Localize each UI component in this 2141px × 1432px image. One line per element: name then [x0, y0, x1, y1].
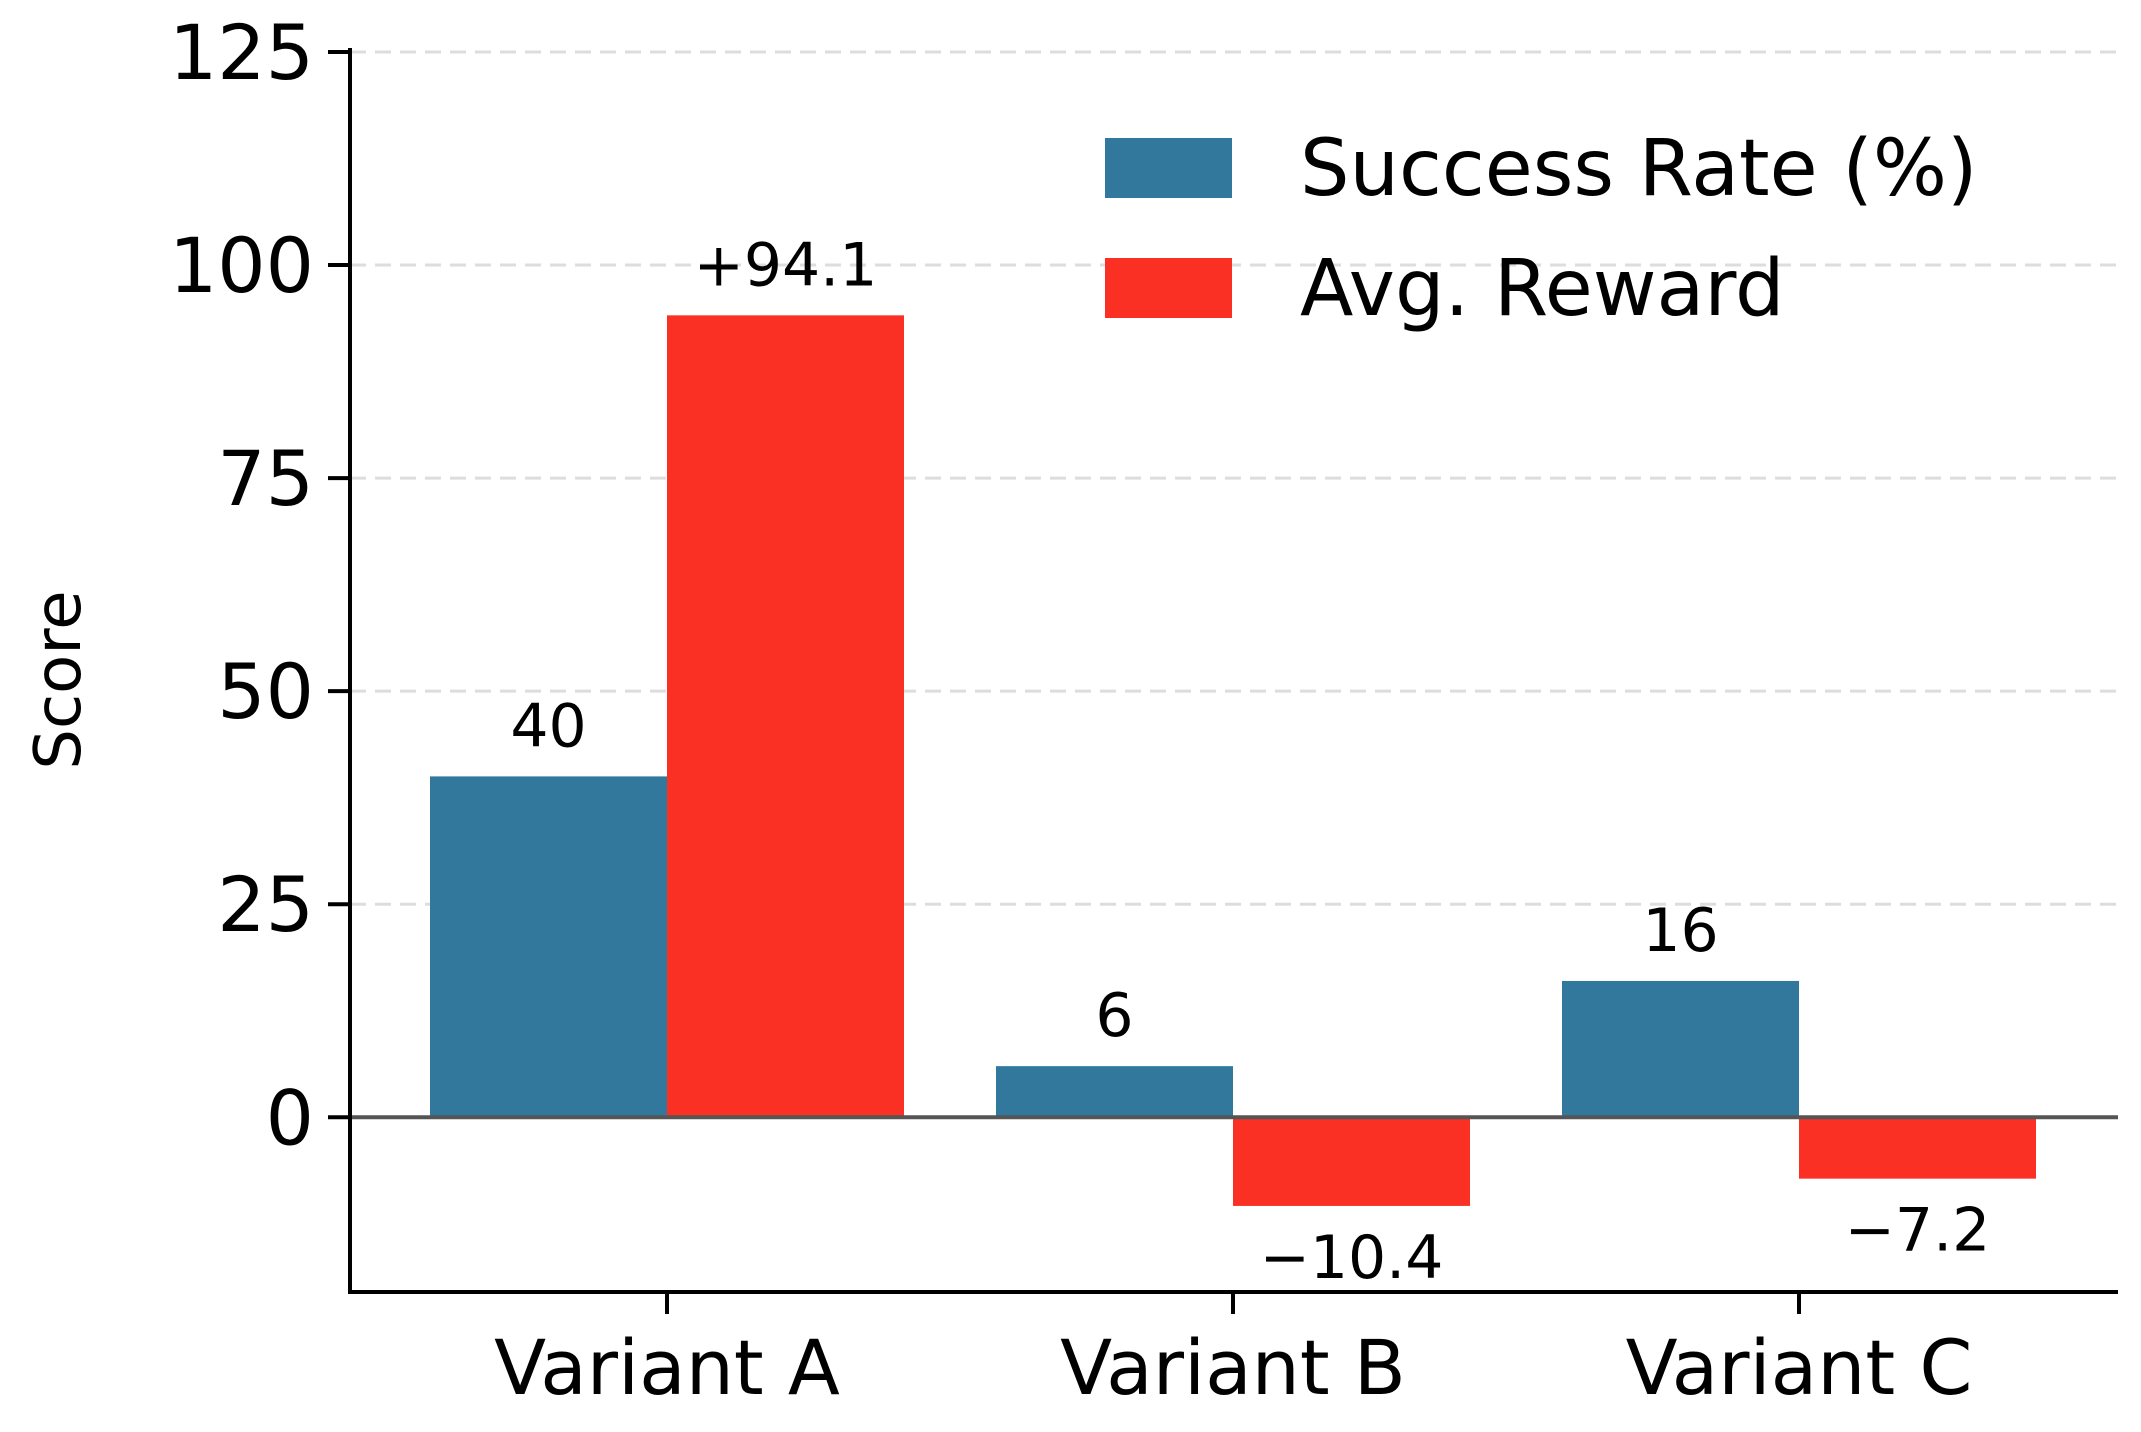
legend-swatch	[1105, 258, 1232, 318]
y-tick-label: 50	[217, 647, 314, 736]
y-tick-label: 25	[217, 860, 314, 949]
data-label: −7.2	[1845, 1196, 1991, 1266]
x-tick-label: Variant C	[1626, 1323, 1973, 1412]
axes: 0 25 50 75 100 125 Variant A Variant B Variant C	[169, 8, 2118, 1412]
bar	[1799, 1117, 2036, 1179]
data-label: −10.4	[1260, 1223, 1444, 1293]
data-labels: 40 6 16 +94.1 −10.4 −7.2	[510, 230, 1990, 1293]
data-label: 16	[1642, 896, 1718, 966]
bar	[1233, 1117, 1470, 1206]
x-tick-label: Variant A	[494, 1323, 840, 1412]
legend: Success Rate (%) Avg. Reward	[1105, 124, 1977, 334]
bars	[430, 315, 2036, 1206]
data-label: 40	[510, 691, 586, 761]
y-tick-label: 0	[266, 1073, 314, 1162]
y-tick-label: 75	[217, 434, 314, 523]
data-label: 6	[1095, 981, 1133, 1051]
data-label: +94.1	[694, 230, 878, 300]
y-axis-label: Score	[22, 590, 96, 769]
bar	[667, 315, 904, 1118]
legend-label: Success Rate (%)	[1300, 124, 1977, 214]
bar	[430, 776, 667, 1118]
gridlines	[350, 50, 2118, 906]
bar	[996, 1066, 1233, 1118]
x-tick-label: Variant B	[1060, 1323, 1406, 1412]
bar	[1562, 980, 1799, 1118]
y-tick-label: 125	[169, 8, 314, 97]
legend-label: Avg. Reward	[1300, 244, 1785, 334]
legend-swatch	[1105, 138, 1232, 198]
y-tick-label: 100	[169, 221, 314, 310]
